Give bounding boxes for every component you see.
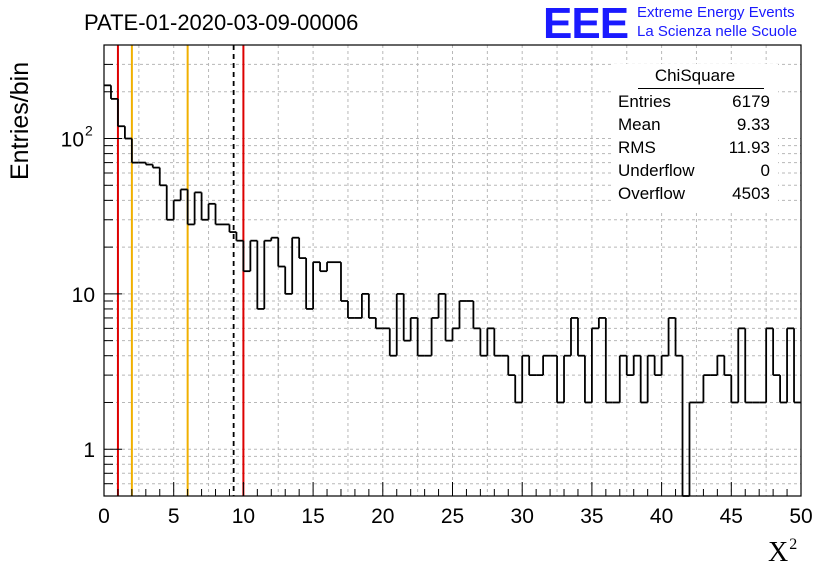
y-tick-label: 10 — [61, 129, 84, 152]
x-tick-label: 40 — [650, 505, 673, 528]
stats-row-underflow: Underflow 0 — [618, 161, 770, 183]
stats-key: RMS — [618, 138, 656, 157]
stats-row-overflow: Overflow 4503 — [618, 184, 770, 206]
stats-title: ChiSquare — [654, 66, 736, 85]
x-axis-label-base: X — [768, 537, 789, 568]
grid-layer — [104, 45, 801, 496]
stats-value: 4503 — [732, 184, 770, 203]
chart-title: PATE-01-2020-03-09-00006 — [84, 10, 359, 35]
stats-key: Overflow — [618, 184, 686, 203]
x-tick-label: 30 — [511, 505, 534, 528]
x-tick-label: 35 — [580, 505, 603, 528]
stats-key: Entries — [618, 92, 671, 111]
marker-lines — [116, 45, 245, 496]
logo-line-1: Extreme Energy Events — [637, 4, 795, 21]
x-tick-label: 0 — [98, 505, 110, 528]
stats-row-mean: Mean 9.33 — [618, 115, 770, 137]
stats-key: Underflow — [618, 161, 695, 180]
logo-line-2: La Scienza nelle Scuole — [637, 23, 798, 40]
y-tick-label: 10 — [72, 284, 95, 307]
stats-value: 9.33 — [736, 115, 770, 134]
stats-row-entries: Entries 6179 — [618, 92, 770, 114]
stats-value: 11.93 — [728, 138, 770, 157]
x-tick-label: 50 — [789, 505, 812, 528]
stats-box: ChiSquare Entries 6179 Mean 9.33 RMS 11.… — [612, 64, 778, 212]
y-tick-label: 1 — [83, 439, 95, 462]
x-tick-label: 25 — [441, 505, 464, 528]
stats-value: 0 — [760, 161, 770, 180]
stats-row-rms: RMS 11.93 — [618, 138, 770, 160]
x-axis-label-sup: 2 — [789, 536, 798, 553]
stats-title-underline — [638, 88, 764, 89]
x-tick-label: 15 — [301, 505, 324, 528]
y-tick-label-sup: 2 — [85, 123, 93, 139]
y-axis-label: Entries/bin — [6, 61, 34, 180]
eee-logo: EEE — [543, 0, 629, 48]
x-tick-label: 45 — [720, 505, 743, 528]
x-tick-label: 10 — [232, 505, 255, 528]
x-tick-label: 5 — [168, 505, 180, 528]
stats-value: 6179 — [732, 92, 770, 111]
stats-key: Mean — [618, 115, 661, 134]
x-tick-label: 20 — [371, 505, 394, 528]
x-axis-label: X2 — [768, 536, 797, 569]
